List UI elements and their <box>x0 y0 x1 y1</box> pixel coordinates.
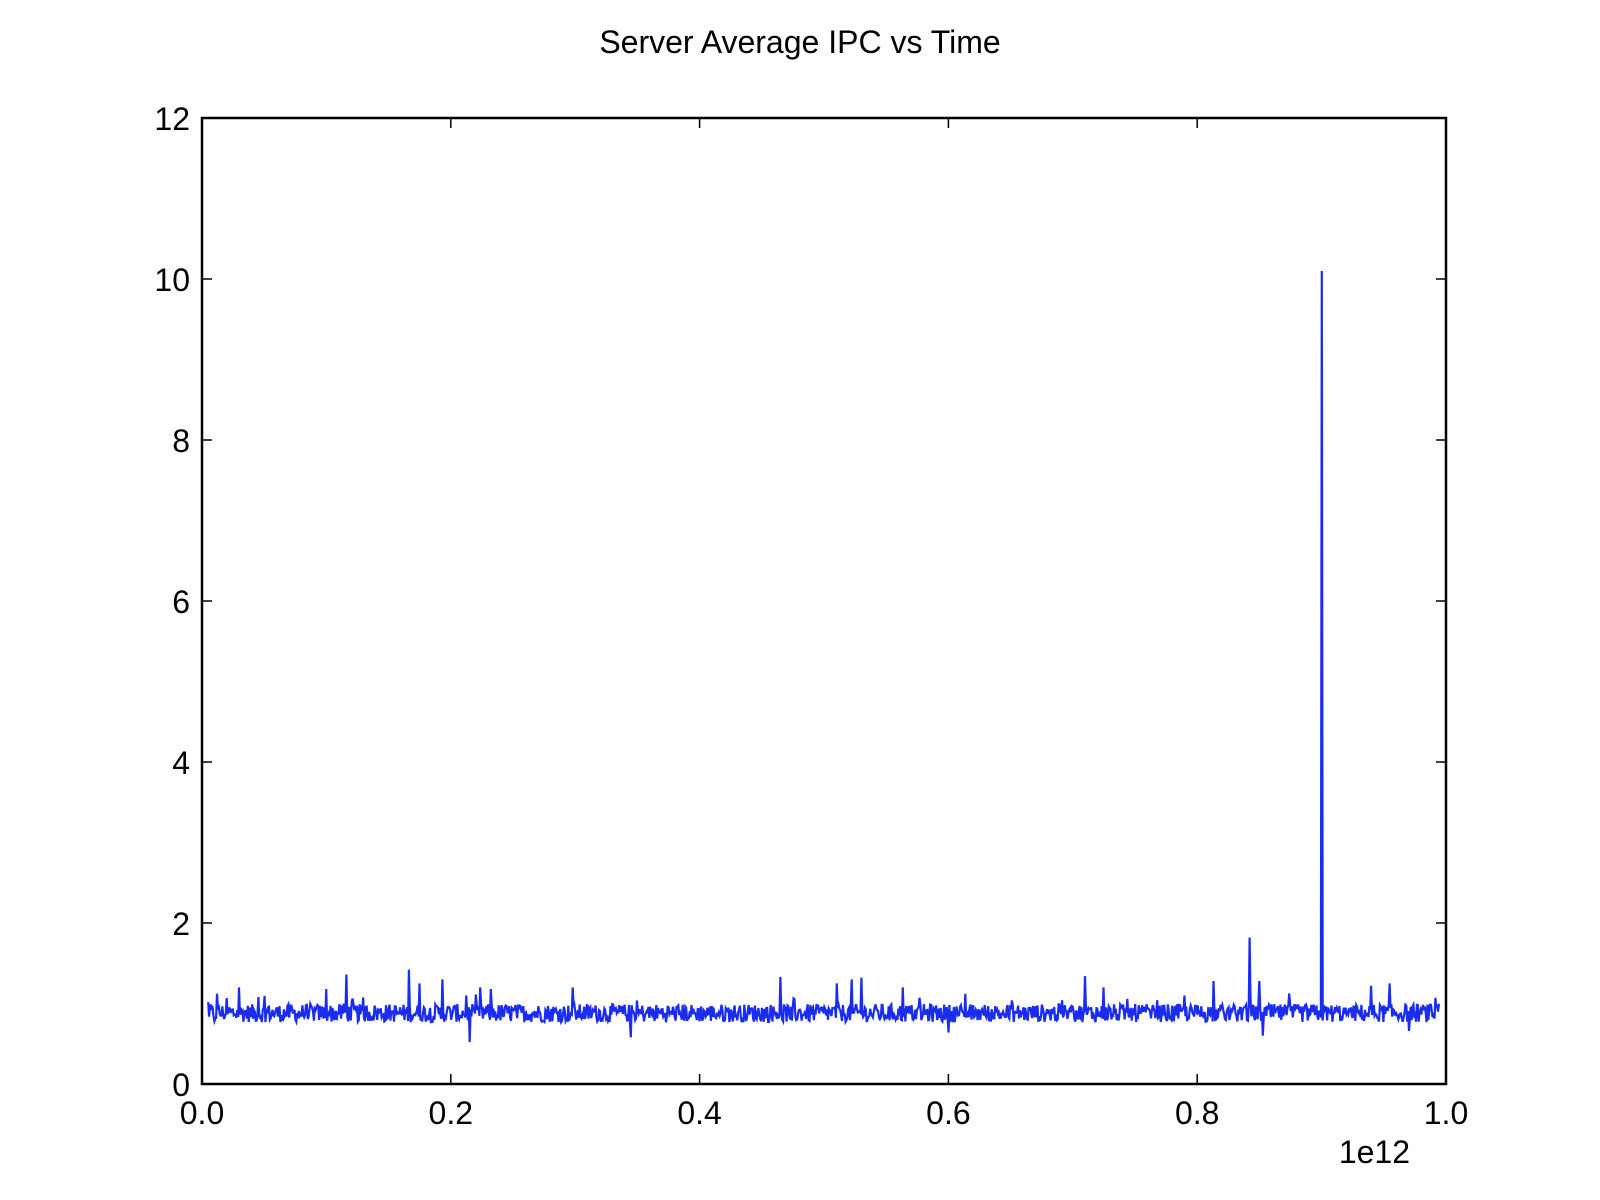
series-line <box>207 270 1440 1043</box>
axes <box>200 116 1448 1086</box>
x-axis-offset-label: 1e12 <box>1338 1134 1410 1170</box>
y-tick-label: 2 <box>172 906 190 942</box>
y-tick-label: 4 <box>172 745 190 781</box>
plot-frame <box>200 116 1448 1086</box>
x-tick-label: 0.2 <box>429 1095 473 1131</box>
y-tick-label: 10 <box>154 262 190 298</box>
chart-title: Server Average IPC vs Time <box>599 24 1001 60</box>
axis-ticks: 0.0 0.2 0.4 0.6 0.8 1.0 0 2 4 6 8 10 12 <box>154 101 1468 1131</box>
series-layer <box>207 270 1440 1043</box>
x-tick-label: 0.0 <box>180 1095 224 1131</box>
x-tick-label: 0.6 <box>926 1095 970 1131</box>
y-tick-label: 8 <box>172 423 190 459</box>
x-tick-label: 0.4 <box>677 1095 721 1131</box>
y-tick-label: 0 <box>172 1067 190 1103</box>
x-tick-label: 1.0 <box>1424 1095 1468 1131</box>
y-tick-label: 12 <box>154 101 190 137</box>
y-tick-label: 6 <box>172 584 190 620</box>
x-tick-label: 0.8 <box>1175 1095 1219 1131</box>
